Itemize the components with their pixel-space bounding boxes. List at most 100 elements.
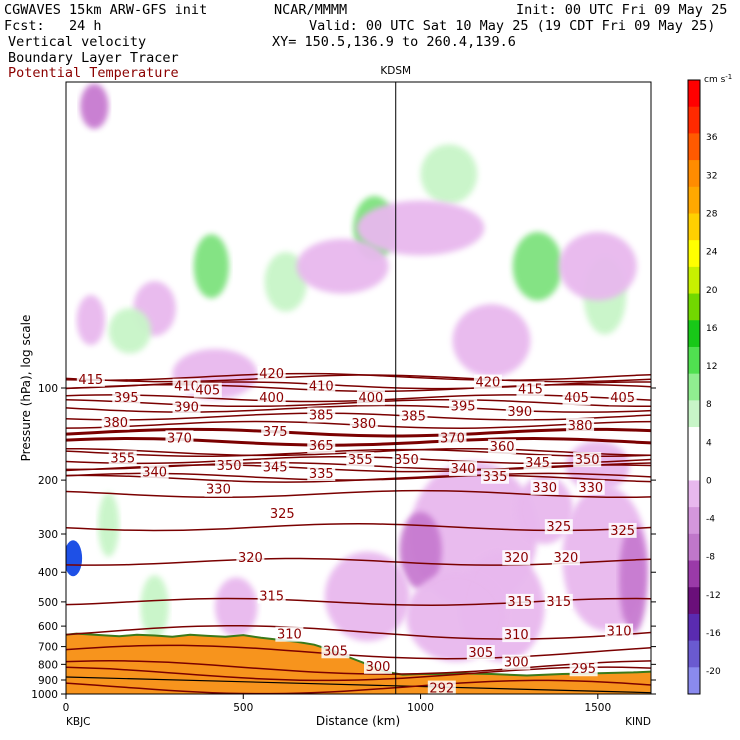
colorbar-label: 12 — [706, 362, 717, 372]
colorbar-label: -4 — [706, 515, 715, 525]
theta-label-bg — [307, 438, 336, 454]
theta-line-360 — [66, 448, 651, 457]
theta-label: 305 — [323, 644, 348, 659]
colorbar-swatch — [688, 373, 700, 401]
colorbar-label: -16 — [706, 629, 721, 639]
theta-label: 325 — [610, 524, 635, 539]
y-tick-label: 900 — [38, 675, 58, 687]
theta-label-bg — [76, 371, 105, 387]
theta-label: 345 — [525, 456, 550, 471]
theta-label: 340 — [451, 462, 476, 477]
theta-line-292 — [66, 679, 651, 694]
theta-label: 335 — [483, 470, 508, 485]
theta-line-370 — [66, 436, 651, 447]
theta-label-bg — [349, 415, 378, 431]
theta-label-bg — [438, 430, 467, 446]
theta-label: 415 — [518, 382, 543, 397]
velocity-blob — [108, 308, 152, 354]
theta-label: 292 — [429, 682, 454, 697]
theta-label: 340 — [142, 466, 167, 481]
x-tick-label: 0 — [63, 702, 70, 714]
colorbar-label: 4 — [706, 438, 712, 448]
colorbar-label: 0 — [706, 476, 712, 486]
field-boundary-layer-tracer: Boundary Layer Tracer — [8, 50, 179, 66]
velocity-blob — [264, 252, 308, 312]
theta-label: 330 — [578, 481, 603, 496]
theta-label-bg — [346, 452, 375, 468]
org-label: NCAR/MMMM — [274, 2, 348, 18]
theta-label: 380 — [351, 417, 376, 432]
theta-line-390 — [66, 404, 651, 413]
theta-label: 395 — [451, 400, 476, 415]
theta-label-bg — [530, 479, 559, 495]
theta-line-385 — [66, 412, 651, 421]
velocity-blob — [76, 295, 105, 346]
y-tick-label: 200 — [38, 475, 58, 487]
velocity-blob — [399, 512, 442, 590]
theta-label-bg — [172, 378, 201, 394]
theta-line-310 — [66, 625, 651, 640]
colorbar: 36 32 28 24 20 16 12 8 4 0 -4 -8 -12 -16 -20 — [687, 79, 721, 695]
theta-label: 345 — [263, 461, 288, 476]
colorbar-label: 8 — [706, 400, 712, 410]
y-tick-label: 800 — [38, 659, 58, 671]
theta-label-bg — [392, 452, 421, 468]
theta-label-bg — [140, 464, 169, 480]
theta-label-bg — [569, 661, 598, 677]
theta-label: 315 — [259, 589, 284, 604]
y-tick-label: 700 — [38, 642, 58, 654]
colorbar-label: 28 — [706, 209, 718, 219]
theta-label-bg — [364, 658, 392, 674]
colorbar-swatch — [688, 186, 700, 214]
theta-label-bg — [502, 627, 531, 643]
theta-label-bg — [608, 522, 637, 538]
station-left-label: KBJC — [66, 716, 91, 728]
theta-label: 300 — [366, 660, 391, 675]
surface-line — [66, 676, 651, 694]
theta-label-bg — [101, 414, 130, 430]
theta-label-bg — [257, 390, 286, 406]
y-tick-label: 500 — [38, 597, 58, 609]
theta-label-bg — [573, 452, 602, 468]
theta-label-bg — [566, 417, 595, 433]
colorbar-swatch — [688, 320, 700, 348]
velocity-blob — [97, 492, 120, 557]
theta-label: 395 — [114, 391, 139, 406]
terrain — [66, 632, 651, 694]
theta-label: 390 — [507, 405, 532, 420]
colorbar-swatch — [688, 80, 700, 108]
colorbar-swatch — [688, 560, 700, 588]
velocity-blob — [420, 144, 478, 204]
theta-label: 410 — [309, 380, 334, 395]
theta-label: 310 — [504, 628, 529, 643]
theta-label-bg — [449, 398, 478, 414]
colorbar-swatch — [688, 213, 700, 241]
valid-time: Valid: 00 UTC Sat 10 May 25 (19 CDT Fri … — [309, 18, 716, 34]
velocity-blob — [80, 83, 109, 129]
model-title: CGWAVES 15km ARW-GFS init — [4, 2, 208, 18]
theta-label-bg — [307, 465, 336, 481]
theta-label-bg — [544, 593, 573, 609]
velocity-blob — [356, 200, 485, 256]
theta-label: 325 — [546, 520, 571, 535]
theta-label: 380 — [103, 416, 128, 431]
theta-label-bg — [466, 645, 495, 661]
theta-label-bg — [427, 680, 456, 694]
velocity-blob — [140, 575, 169, 640]
velocity-blob — [324, 551, 410, 642]
theta-line-305 — [66, 644, 651, 660]
theta-label-bg — [204, 481, 233, 497]
theta-label-bg — [261, 423, 290, 439]
theta-label-bg — [473, 374, 502, 390]
velocity-blob — [452, 304, 531, 378]
theta-label-bg — [165, 430, 194, 446]
theta-label: 350 — [394, 453, 419, 468]
colorbar-swatch — [688, 453, 700, 481]
theta-label-bg — [236, 550, 265, 566]
theta-label-bg — [488, 439, 517, 455]
theta-label: 405 — [564, 391, 589, 406]
theta-labels: 415 420 410 410 420 415 405 400 400 405 405 395 390 3… — [76, 365, 637, 697]
colorbar-swatch — [688, 533, 700, 562]
theta-label: 310 — [607, 625, 632, 640]
theta-label-bg — [112, 390, 141, 406]
